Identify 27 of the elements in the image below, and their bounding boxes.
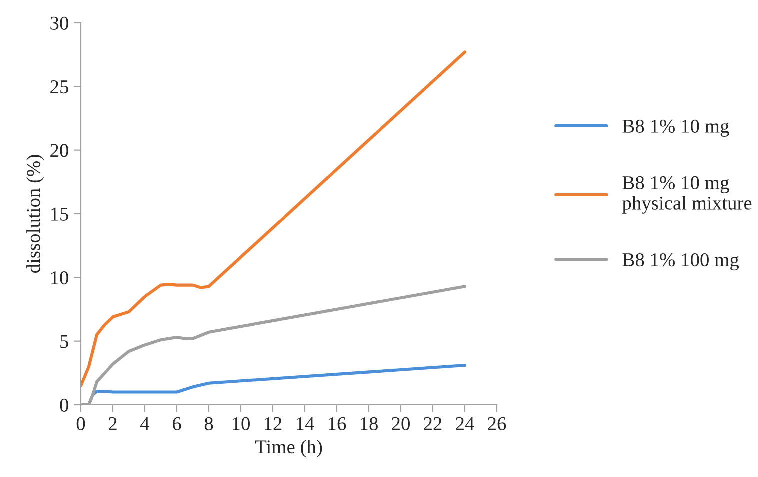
x-tick-label: 14 <box>296 417 314 430</box>
legend-label: B8 1% 10 mg <box>622 120 730 137</box>
x-tick-label: 4 <box>140 418 150 430</box>
legend-label: B8 1% 10 mg physical mixture <box>622 176 752 214</box>
y-tick-label: 20 <box>50 144 68 158</box>
x-tick-label: 8 <box>204 417 214 430</box>
y-axis-title: dissolution (%) <box>26 155 44 273</box>
x-tick-label: 16 <box>328 417 346 430</box>
x-tick-label: 22 <box>424 417 442 430</box>
x-tick-label: 6 <box>172 417 182 430</box>
x-tick-label: 0 <box>76 417 86 430</box>
line-series <box>81 50 467 388</box>
y-tick-label: 10 <box>51 271 68 285</box>
x-tick-label: 12 <box>264 417 282 430</box>
x-tick-label: 24 <box>456 417 474 430</box>
x-tick-label: 10 <box>232 417 250 430</box>
y-tick-label: 25 <box>50 80 68 94</box>
legend-label: B8 1% 100 mg <box>622 253 740 271</box>
y-tick-label: 5 <box>60 335 68 348</box>
x-tick-label: 20 <box>392 417 410 430</box>
x-axis-title: Time (h) <box>255 440 322 458</box>
y-tick-label: 0 <box>60 398 68 412</box>
x-tick-label: 2 <box>108 417 117 430</box>
y-tick-label: 15 <box>51 208 68 221</box>
y-tick-label: 30 <box>50 16 68 30</box>
x-tick-label: 26 <box>488 417 506 430</box>
x-tick-label: 18 <box>360 417 378 430</box>
